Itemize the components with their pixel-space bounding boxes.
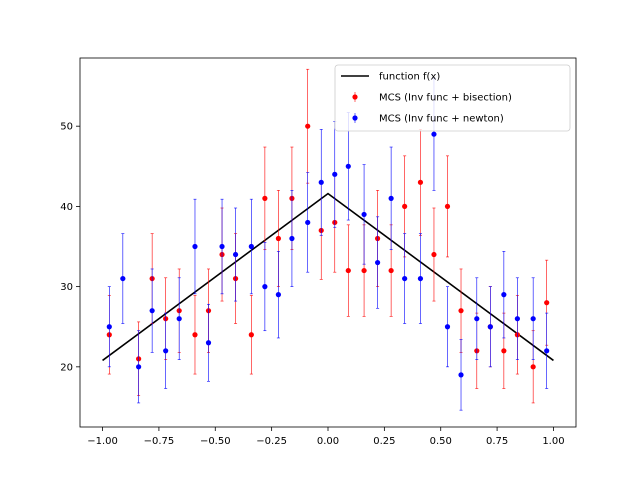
data-point bbox=[361, 211, 367, 218]
legend-label: function f(x) bbox=[379, 72, 440, 83]
data-point bbox=[275, 292, 281, 298]
x-tick-label: 1.00 bbox=[542, 436, 564, 447]
x-tick-label: −0.25 bbox=[256, 436, 287, 447]
data-point bbox=[444, 324, 451, 330]
data-point bbox=[402, 203, 408, 210]
data-point bbox=[176, 316, 182, 322]
data-point bbox=[501, 292, 507, 298]
data-point bbox=[487, 324, 493, 330]
series-2-errorbars bbox=[106, 77, 550, 411]
data-point bbox=[361, 267, 367, 274]
data-point bbox=[149, 308, 155, 314]
x-tick-label: −0.50 bbox=[200, 436, 231, 447]
data-point bbox=[431, 251, 437, 258]
data-point bbox=[136, 364, 142, 370]
data-point bbox=[544, 348, 550, 354]
data-point bbox=[431, 131, 437, 137]
data-point bbox=[332, 171, 338, 177]
x-tick-label: 0.00 bbox=[317, 436, 339, 447]
data-point bbox=[275, 235, 281, 242]
x-tick-label: −0.75 bbox=[144, 436, 175, 447]
y-axis: 20 30 40 50 bbox=[60, 122, 80, 373]
data-point bbox=[417, 179, 424, 185]
data-point bbox=[530, 316, 536, 322]
y-tick-label: 20 bbox=[60, 362, 73, 373]
legend-box bbox=[334, 64, 571, 132]
data-point bbox=[248, 332, 254, 338]
data-point bbox=[232, 251, 239, 258]
data-point bbox=[262, 195, 268, 201]
data-point bbox=[219, 243, 225, 250]
data-point bbox=[458, 372, 464, 378]
data-point bbox=[345, 267, 351, 274]
data-point bbox=[544, 300, 550, 306]
legend-label: MCS (Inv func + newton) bbox=[379, 114, 504, 125]
data-point bbox=[530, 364, 536, 370]
data-point bbox=[248, 243, 254, 250]
x-tick-label: 0.50 bbox=[430, 436, 452, 447]
data-point bbox=[417, 275, 424, 282]
x-tick-label: 0.75 bbox=[486, 436, 508, 447]
legend-point-marker bbox=[352, 115, 358, 121]
data-point bbox=[305, 219, 311, 226]
data-point bbox=[501, 348, 507, 354]
x-tick-label: 0.25 bbox=[373, 436, 395, 447]
legend-label: MCS (Inv func + bisection) bbox=[379, 93, 512, 104]
data-point bbox=[444, 203, 451, 210]
data-point bbox=[388, 195, 394, 201]
data-point bbox=[305, 123, 311, 129]
data-point bbox=[514, 316, 520, 322]
data-point bbox=[262, 284, 268, 290]
data-point bbox=[289, 235, 295, 242]
data-point bbox=[388, 267, 394, 274]
y-tick-label: 40 bbox=[60, 202, 73, 213]
data-point bbox=[192, 243, 198, 250]
series-line-function bbox=[102, 192, 554, 362]
data-point bbox=[163, 348, 169, 354]
data-point bbox=[402, 275, 408, 282]
y-tick-label: 30 bbox=[60, 282, 73, 293]
data-point bbox=[318, 179, 324, 185]
x-tick-label: −1.00 bbox=[87, 436, 118, 447]
data-point bbox=[474, 316, 480, 322]
data-point bbox=[375, 259, 381, 266]
legend-point-marker bbox=[352, 94, 358, 100]
plot-area bbox=[102, 68, 554, 411]
data-point bbox=[205, 340, 212, 346]
data-point bbox=[192, 332, 198, 338]
data-point bbox=[458, 308, 464, 314]
data-point bbox=[345, 163, 351, 169]
legend: function f(x) MCS (Inv func + bisection) M… bbox=[334, 64, 571, 132]
data-point bbox=[106, 324, 112, 330]
y-tick-label: 50 bbox=[60, 122, 73, 133]
x-axis: −1.00 −0.75 −0.50 −0.25 0.00 0.25 0.50 0.75 1.00 bbox=[87, 427, 565, 447]
data-point bbox=[120, 275, 126, 282]
